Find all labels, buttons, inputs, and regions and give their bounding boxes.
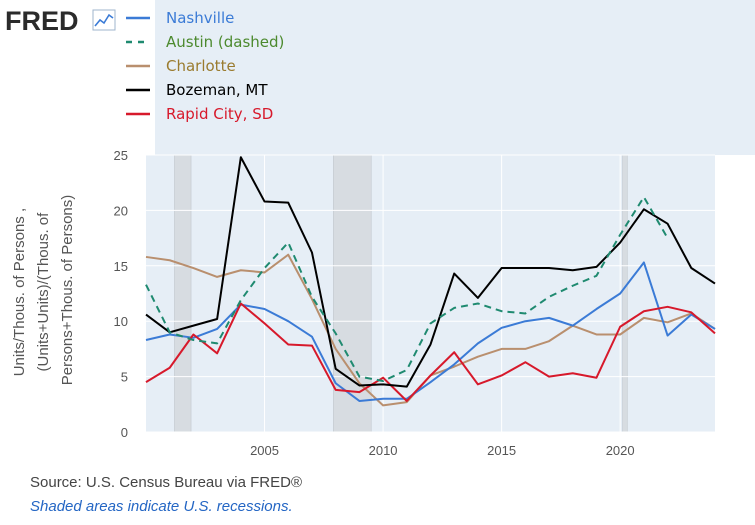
legend-label-nashville: Nashville: [166, 9, 234, 27]
y-tick-label: 20: [114, 203, 128, 218]
legend-label-bozeman: Bozeman, MT: [166, 81, 268, 99]
legend-label-rapid-city: Rapid City, SD: [166, 105, 273, 123]
fred-logo[interactable]: FRED: [5, 6, 116, 36]
x-tick-label: 2020: [606, 443, 635, 458]
source-note: Source: U.S. Census Bureau via FRED®: [30, 474, 302, 491]
series-lines: [145, 156, 716, 407]
legend-label-charlotte: Charlotte: [166, 57, 236, 75]
fred-logo-text: FRED: [5, 6, 79, 36]
plot-area: [146, 155, 715, 432]
gridlines: [146, 154, 715, 433]
series-line-austin: [145, 196, 669, 383]
y-axis-label-line-2: (Units+Units)/(Thous. of: [35, 212, 52, 372]
y-tick-label: 25: [114, 148, 128, 163]
legend: Nashville Austin (dashed) Charlotte Bozeman…: [126, 9, 284, 123]
y-axis-label-line-3: Persons+Thous. of Persons): [59, 195, 76, 386]
series-line-rapid-city: [145, 302, 716, 402]
x-tick-label: 2005: [250, 443, 279, 458]
x-tick-label: 2015: [487, 443, 516, 458]
y-tick-label: 0: [121, 425, 128, 440]
legend-label-austin: Austin (dashed): [166, 33, 284, 51]
recession-band-3: [622, 154, 628, 433]
axis-ticks: 0 5 10 15 20 25 2005 2010 2015 2020: [114, 148, 635, 458]
y-tick-label: 5: [121, 370, 128, 385]
y-tick-label: 15: [114, 259, 128, 274]
recession-note: Shaded areas indicate U.S. recessions.: [30, 498, 293, 515]
legend-band: [155, 0, 755, 155]
recession-band-1: [174, 154, 192, 433]
series-line-bozeman: [145, 156, 716, 388]
y-tick-label: 10: [114, 314, 128, 329]
y-axis-label: Units/Thous. of Persons , (Units+Units)/…: [11, 195, 76, 386]
y-axis-label-line-1: Units/Thous. of Persons ,: [11, 208, 28, 376]
fred-trend-icon: [92, 9, 116, 31]
x-tick-label: 2010: [369, 443, 398, 458]
